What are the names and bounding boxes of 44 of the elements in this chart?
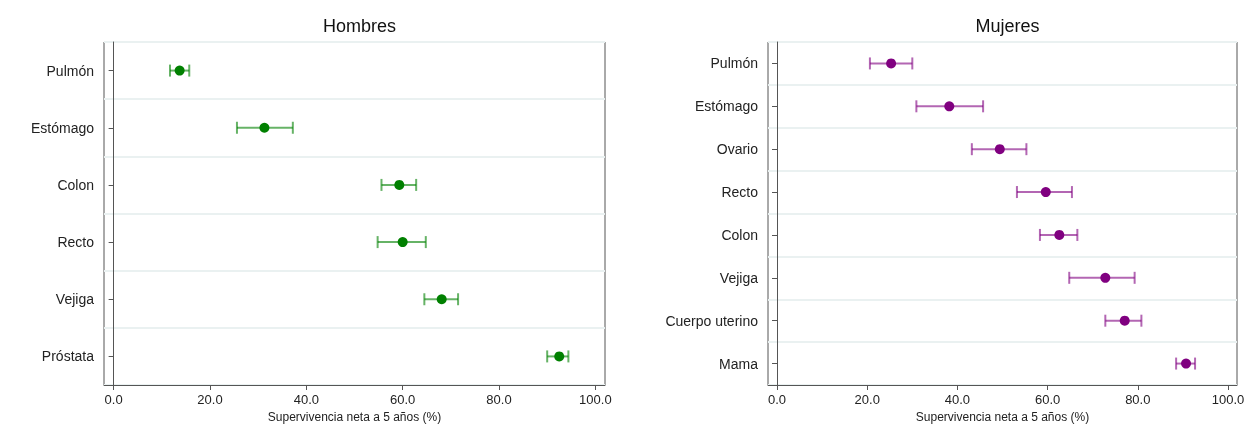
y-tick-label: Recto xyxy=(721,184,759,201)
y-tick-label: Pulmón xyxy=(710,55,758,72)
point xyxy=(1181,358,1192,369)
y-tick-label: Recto xyxy=(57,234,95,251)
x-axis-title: Supervivencia neta a 5 años (%) xyxy=(915,409,1090,424)
x-tick-label: 80.0 xyxy=(1125,392,1151,407)
x-axis-title: Supervivencia neta a 5 años (%) xyxy=(267,409,442,424)
point xyxy=(436,294,447,305)
x-tick-label: 20.0 xyxy=(854,392,880,407)
y-tick-label: Colon xyxy=(57,176,94,193)
x-tick-label: 60.0 xyxy=(390,392,416,407)
x-tick-label: 20.0 xyxy=(197,392,223,407)
point xyxy=(1119,315,1130,326)
y-tick-label: Pulmón xyxy=(46,62,94,79)
y-tick-label: Próstata xyxy=(41,348,95,365)
point xyxy=(397,237,408,248)
point xyxy=(944,101,955,112)
y-tick-label: Cuerpo uterino xyxy=(665,312,759,329)
point xyxy=(1054,229,1065,240)
point xyxy=(394,179,405,190)
y-tick-label: Ovario xyxy=(716,141,759,158)
x-tick-label: 0.0 xyxy=(767,392,787,407)
point xyxy=(554,351,565,362)
y-tick-label: Colon xyxy=(721,226,758,243)
point xyxy=(1040,187,1051,198)
x-tick-label: 40.0 xyxy=(944,392,971,407)
x-tick-label: 80.0 xyxy=(486,392,512,407)
x-tick-label: 40.0 xyxy=(293,392,319,407)
point xyxy=(1100,272,1111,283)
y-tick-label: Mama xyxy=(719,355,759,372)
point xyxy=(994,144,1005,155)
point xyxy=(259,122,270,133)
x-tick-label: 60.0 xyxy=(1034,392,1061,407)
x-tick-label: 100.0 xyxy=(579,392,612,407)
y-tick-label: Vejiga xyxy=(719,269,759,286)
y-tick-label: Estómago xyxy=(694,98,759,115)
y-tick-label: Vejiga xyxy=(55,291,95,308)
point xyxy=(174,65,185,76)
y-tick-label: Estómago xyxy=(30,119,95,136)
x-tick-label: 100.0 xyxy=(1211,392,1245,407)
chart-title: Mujeres xyxy=(975,16,1040,36)
chart-title: Hombres xyxy=(322,16,397,36)
point xyxy=(886,58,897,69)
x-tick-label: 0.0 xyxy=(104,392,123,407)
